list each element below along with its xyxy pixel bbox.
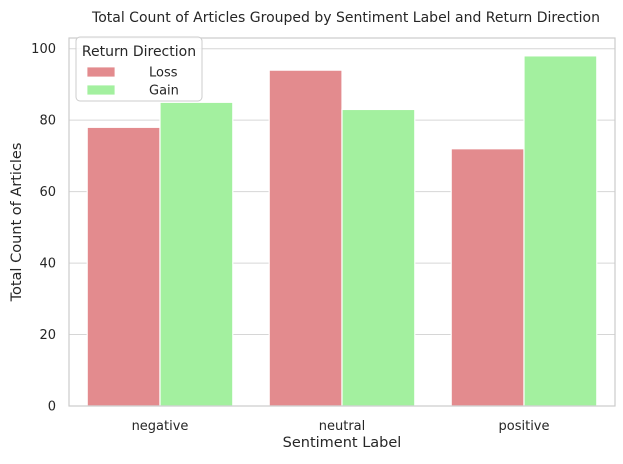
legend-swatch-gain [86, 84, 116, 96]
x-tick-labels: negative neutral positive [132, 419, 550, 434]
y-tick-label: 60 [39, 185, 56, 200]
bar-gain-positive [523, 55, 598, 407]
bar-loss-positive [450, 148, 525, 407]
x-axis-title: Sentiment Label [283, 435, 402, 451]
y-tick-label: 0 [48, 400, 56, 415]
legend-entries: Loss Gain [86, 66, 179, 99]
legend-title: Return Direction [82, 44, 196, 60]
bars [86, 55, 598, 407]
legend-label-gain: Gain [149, 84, 179, 99]
y-tick-label: 20 [39, 328, 56, 343]
y-tick-label: 100 [31, 42, 56, 57]
y-tick-label: 80 [39, 114, 56, 129]
legend-label-loss: Loss [149, 66, 178, 81]
bar-loss-negative [86, 126, 161, 407]
y-tick-label: 40 [39, 257, 56, 272]
chart-title: Total Count of Articles Grouped by Senti… [91, 10, 600, 26]
x-tick-label: negative [132, 419, 189, 434]
legend: Return Direction Loss Gain [75, 36, 203, 102]
legend-swatch-loss [86, 66, 116, 78]
x-tick-label: positive [499, 419, 550, 434]
y-tick-labels: 0 20 40 60 80 100 [31, 42, 56, 414]
y-axis-title: Total Count of Articles [9, 143, 25, 303]
bar-loss-neutral [268, 69, 343, 407]
bar-gain-negative [159, 101, 234, 407]
bar-gain-neutral [341, 108, 416, 407]
plot-frame [68, 37, 616, 407]
x-tick-label: neutral [319, 419, 366, 434]
